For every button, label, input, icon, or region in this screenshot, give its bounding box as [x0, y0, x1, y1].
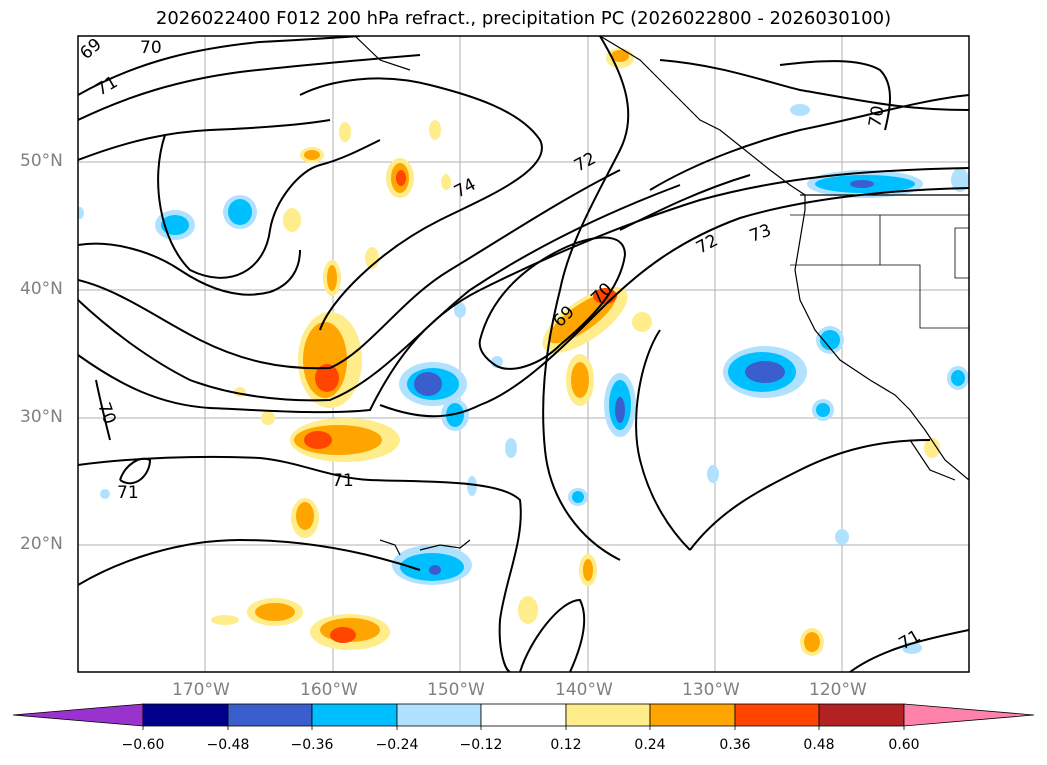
- contour-label: 69: [76, 35, 105, 64]
- precip-positive-mid: [255, 50, 820, 652]
- colorbar-segment: [565, 703, 651, 727]
- lon-label: 130°W: [682, 680, 740, 700]
- lat-label: 40°N: [20, 279, 63, 299]
- precip-positive-strong: [304, 170, 617, 643]
- map-title: 2026022400 F012 200 hPa refract., precip…: [155, 8, 892, 29]
- lat-label: 50°N: [20, 151, 63, 171]
- colorbar-tick-label: 0.60: [888, 737, 920, 753]
- colorbar-tick-label: −0.24: [375, 737, 419, 753]
- colorbar-segment: [734, 703, 820, 727]
- contour-label: 74: [451, 175, 479, 203]
- colorbar-segment: [649, 703, 736, 727]
- colorbar-segment: [227, 703, 313, 727]
- colorbar-segment: [311, 703, 398, 727]
- lat-label: 20°N: [20, 534, 63, 554]
- colorbar-segment: [480, 703, 567, 727]
- contour-label-group: 69 70 71 74 72 72 73 69 70 70 70 71 71 7…: [76, 35, 924, 655]
- colorbar-tick-label: 0.48: [803, 737, 835, 753]
- colorbar-tick-label: −0.12: [459, 737, 503, 753]
- colorbar-segment: [396, 703, 482, 727]
- coastlines: [354, 36, 969, 556]
- lon-label: 120°W: [809, 680, 867, 700]
- colorbar-segment: [142, 703, 229, 727]
- colorbar-tick-label: 0.12: [550, 737, 582, 753]
- lon-label: 160°W: [300, 680, 358, 700]
- colorbar-segment: [818, 703, 905, 727]
- colorbar-extend-high: [903, 703, 1035, 727]
- colorbar-tick-label: −0.60: [121, 737, 165, 753]
- colorbar-tick-label: −0.36: [290, 737, 334, 753]
- contour-label: 70: [865, 104, 888, 129]
- lon-label: 140°W: [555, 680, 613, 700]
- refractivity-contours: [78, 36, 969, 672]
- colorbar-tick-label: 0.24: [634, 737, 666, 753]
- lon-label: 170°W: [172, 680, 230, 700]
- map-frame: [77, 35, 970, 673]
- precip-negative-strong: [414, 180, 874, 575]
- colorbar-tick-label: 0.36: [719, 737, 751, 753]
- colorbar-tick-label: −0.48: [206, 737, 250, 753]
- colorbar: [12, 703, 1035, 730]
- contour-label: 70: [93, 400, 119, 427]
- contour-label: 71: [117, 483, 139, 503]
- contour-label: 71: [332, 471, 354, 491]
- contour-label: 72: [571, 149, 599, 177]
- contour-label: 72: [693, 231, 721, 259]
- contour-label: 70: [140, 38, 162, 58]
- lon-label: 150°W: [427, 680, 485, 700]
- contour-label: 73: [747, 221, 774, 247]
- lat-label: 30°N: [20, 407, 63, 427]
- colorbar-extend-low: [12, 703, 144, 727]
